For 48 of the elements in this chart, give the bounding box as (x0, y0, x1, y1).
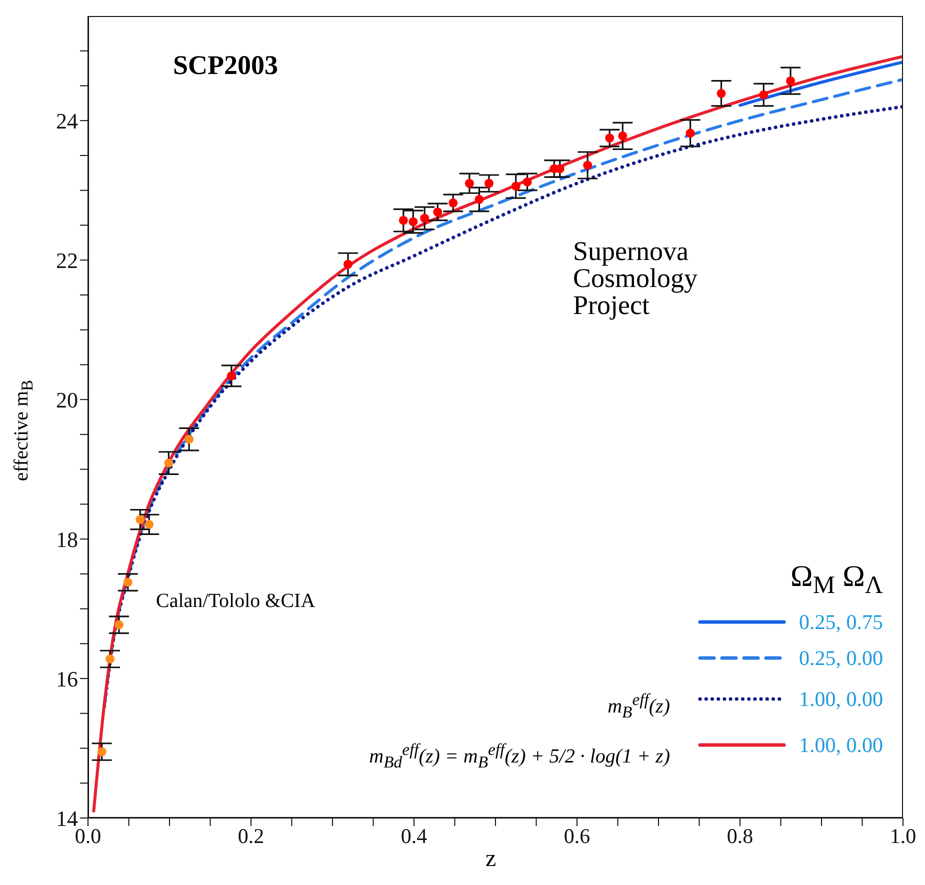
point (164, 458, 174, 468)
legend-label: 1.00, 0.00 (799, 686, 883, 712)
point (759, 90, 768, 100)
point (484, 178, 494, 188)
point (408, 217, 418, 226)
point (448, 198, 458, 208)
point (686, 128, 695, 138)
point (511, 182, 520, 191)
legend-label: 0.25, 0.75 (799, 610, 883, 634)
point (786, 76, 796, 86)
x-tick-label: 1.0 (890, 824, 916, 848)
x-axis-title: z (486, 846, 496, 873)
x-tick-label: 0.8 (726, 824, 754, 848)
point (618, 131, 628, 140)
point (114, 620, 124, 630)
point (522, 177, 532, 186)
x-tick-label: 0.4 (400, 824, 428, 848)
point (474, 194, 484, 204)
legend-label: 1.00, 0.00 (799, 732, 883, 758)
x-tick-label: 0.6 (564, 824, 590, 848)
point (136, 515, 145, 524)
point (105, 654, 115, 664)
annotation: m$_{B}$$^{eff}$(z) (608, 690, 670, 723)
point (144, 520, 154, 529)
y-tick-label: 18 (56, 526, 78, 552)
legend-title: Ω$_{M}$ Ω$_{Λ}$ (790, 560, 883, 600)
point (184, 434, 194, 444)
point (716, 88, 726, 98)
y-tick-label: 16 (56, 666, 78, 692)
point (97, 747, 106, 756)
point (420, 214, 430, 223)
point (226, 371, 236, 380)
annotation: Calan/Tololo &CIA (156, 590, 316, 613)
point (123, 578, 132, 587)
y-tick-label: 22 (56, 248, 78, 273)
annotation: m$_{Bd}$$^{eff}$(z) = m$_{B}$$^{eff}$(z) + 5/2 · log(1 + z) (369, 740, 670, 773)
y-tick-label: 24 (56, 108, 78, 134)
x-tick-label: 0.2 (238, 824, 264, 848)
point (343, 260, 352, 269)
legend-label: 0.25, 0.00 (799, 646, 883, 670)
annotation: SCP2003 (173, 50, 278, 81)
annotation: Supernova Cosmology Project (573, 236, 699, 320)
point (605, 134, 614, 143)
y-tick-label: 20 (56, 387, 78, 412)
point (398, 216, 408, 225)
point (583, 160, 592, 170)
point (433, 207, 442, 216)
point (464, 178, 474, 188)
